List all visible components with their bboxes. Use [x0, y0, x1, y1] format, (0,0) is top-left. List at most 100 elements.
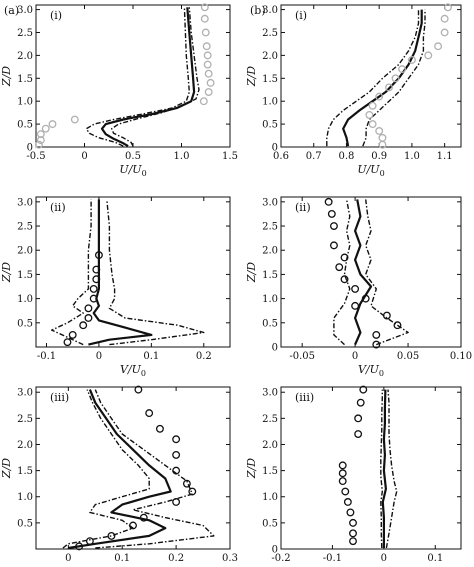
y-tick-label: 2.5 [17, 28, 33, 39]
data-point-circle [134, 385, 143, 394]
y-tick-label: 2.5 [262, 222, 278, 233]
series-line-dashdot [380, 389, 383, 549]
x-axis-label: U/U0 [357, 163, 384, 178]
plot-frame [35, 386, 231, 550]
data-point-circle [172, 466, 181, 475]
data-point-circle [329, 241, 338, 250]
x-tick-label: 1.0 [404, 151, 420, 162]
data-point-circle [129, 521, 137, 530]
data-point-circle [341, 487, 350, 496]
x-tick-label: 0.05 [397, 351, 419, 362]
y-tick-label: 0 [272, 545, 278, 556]
x-axis-label: V/U0 [120, 363, 146, 378]
data-point-circle [36, 130, 45, 139]
data-point-circle [340, 253, 349, 262]
data-point-circle [338, 461, 347, 470]
data-point-circle [329, 222, 338, 230]
data-point-circle [48, 120, 57, 129]
x-tick-label: 0 [381, 553, 387, 564]
data-point-circle [354, 414, 363, 423]
data-point-circle [393, 321, 402, 330]
data-point-circle [172, 498, 181, 506]
y-tick-label: 1.0 [17, 492, 33, 503]
y-tick-label: 1.5 [262, 270, 278, 281]
plot-frame [280, 386, 462, 550]
data-point-circle [385, 83, 393, 92]
y-tick-label: 1.0 [262, 97, 278, 108]
plot-frame [35, 4, 231, 148]
x-tick-label: 0.3 [222, 553, 238, 564]
data-point-circle [202, 42, 211, 51]
y-tick-label: 2.0 [262, 51, 278, 62]
x-tick-label: 0.6 [273, 151, 289, 162]
data-point-circle [75, 542, 84, 551]
data-point-circle [172, 435, 181, 444]
series-line-dashdot [106, 199, 205, 346]
panel-a-i: -0.5 0 0.5 1.0 1.500.51.01.52.02.53.0 (i)U/U0… [0, 3, 238, 178]
data-point-circle [372, 340, 381, 349]
data-point-circle [199, 97, 208, 106]
data-point-circle [354, 430, 363, 438]
x-tick-label: 0 [65, 553, 71, 564]
data-point-circle [201, 28, 210, 37]
data-point-circle [368, 101, 377, 110]
data-point-circle [359, 385, 368, 394]
y-tick-label: 3.0 [262, 388, 278, 399]
data-point-circle [434, 42, 443, 51]
x-tick-label: 0.2 [196, 351, 212, 362]
x-axis-label: W/U0 [356, 565, 385, 567]
series-line-solid [88, 199, 153, 346]
y-axis-label: Z/D [0, 458, 13, 479]
part-label-0: (a) [4, 4, 19, 17]
y-tick-label: 3.0 [262, 197, 278, 208]
data-point-circle [349, 518, 357, 527]
plot-frame [280, 4, 462, 148]
data-point-circle [70, 115, 79, 124]
y-tick-label: 2.0 [262, 440, 278, 451]
x-tick-label: 0.10 [450, 351, 472, 362]
y-tick-label: 0.5 [17, 120, 33, 131]
y-tick-label: 2.5 [262, 28, 278, 39]
y-axis-label: Z/D [0, 66, 13, 87]
y-axis-label: Z/D [245, 458, 258, 479]
data-point-circle [172, 450, 181, 459]
x-tick-label: 1.5 [222, 151, 238, 162]
y-tick-label: 2.5 [17, 414, 33, 425]
y-axis-label: Z/D [245, 66, 258, 87]
y-tick-label: 2.5 [262, 414, 278, 425]
series-line-dashdot [62, 389, 150, 549]
data-point-circle [349, 537, 357, 546]
data-point-circle [351, 301, 360, 310]
y-tick-label: 1.5 [262, 466, 278, 477]
y-tick-label: 3.0 [17, 197, 33, 208]
y-tick-label: 1.0 [17, 97, 33, 108]
series-line-dashdot [385, 389, 398, 549]
data-point-circle [361, 294, 370, 303]
y-tick-label: 0.5 [17, 518, 33, 529]
data-point-circle [375, 127, 384, 135]
data-point-circle [424, 51, 433, 60]
y-tick-label: 0 [272, 143, 278, 154]
y-tick-label: 3.0 [17, 388, 33, 399]
x-axis-label: W/U0 [118, 565, 147, 567]
data-point-circle [182, 479, 191, 488]
panel-b-iii: -0.2 -0.1 0 0.1 0 0.5 1.0 1.5 2.0 2.5 3.0 (iii) W/U0… [245, 385, 462, 567]
data-point-circle [204, 69, 213, 78]
data-point-circle [139, 513, 148, 522]
data-point-circle [391, 74, 400, 83]
series-line-dashdot [362, 9, 426, 147]
y-tick-label: 2.0 [17, 246, 33, 257]
panel-label: (i) [295, 9, 307, 22]
data-point-circle [440, 28, 449, 37]
y-tick-label: 1.5 [17, 270, 33, 281]
data-point-circle [378, 133, 387, 142]
data-point-circle [203, 51, 212, 60]
series-line-dashdot [94, 389, 215, 549]
series-line-solid [342, 9, 423, 147]
panel-label: (ii) [295, 201, 311, 214]
y-tick-label: 1.5 [17, 466, 33, 477]
data-point-circle [89, 284, 98, 293]
panel-b-i: 0.6 0.7 0.8 0.9 1.0 1.1 0 0.5 1.0 1.5 2.0 2.5 3.0 (i)… [245, 3, 462, 178]
x-tick-label: 0.8 [339, 151, 355, 162]
